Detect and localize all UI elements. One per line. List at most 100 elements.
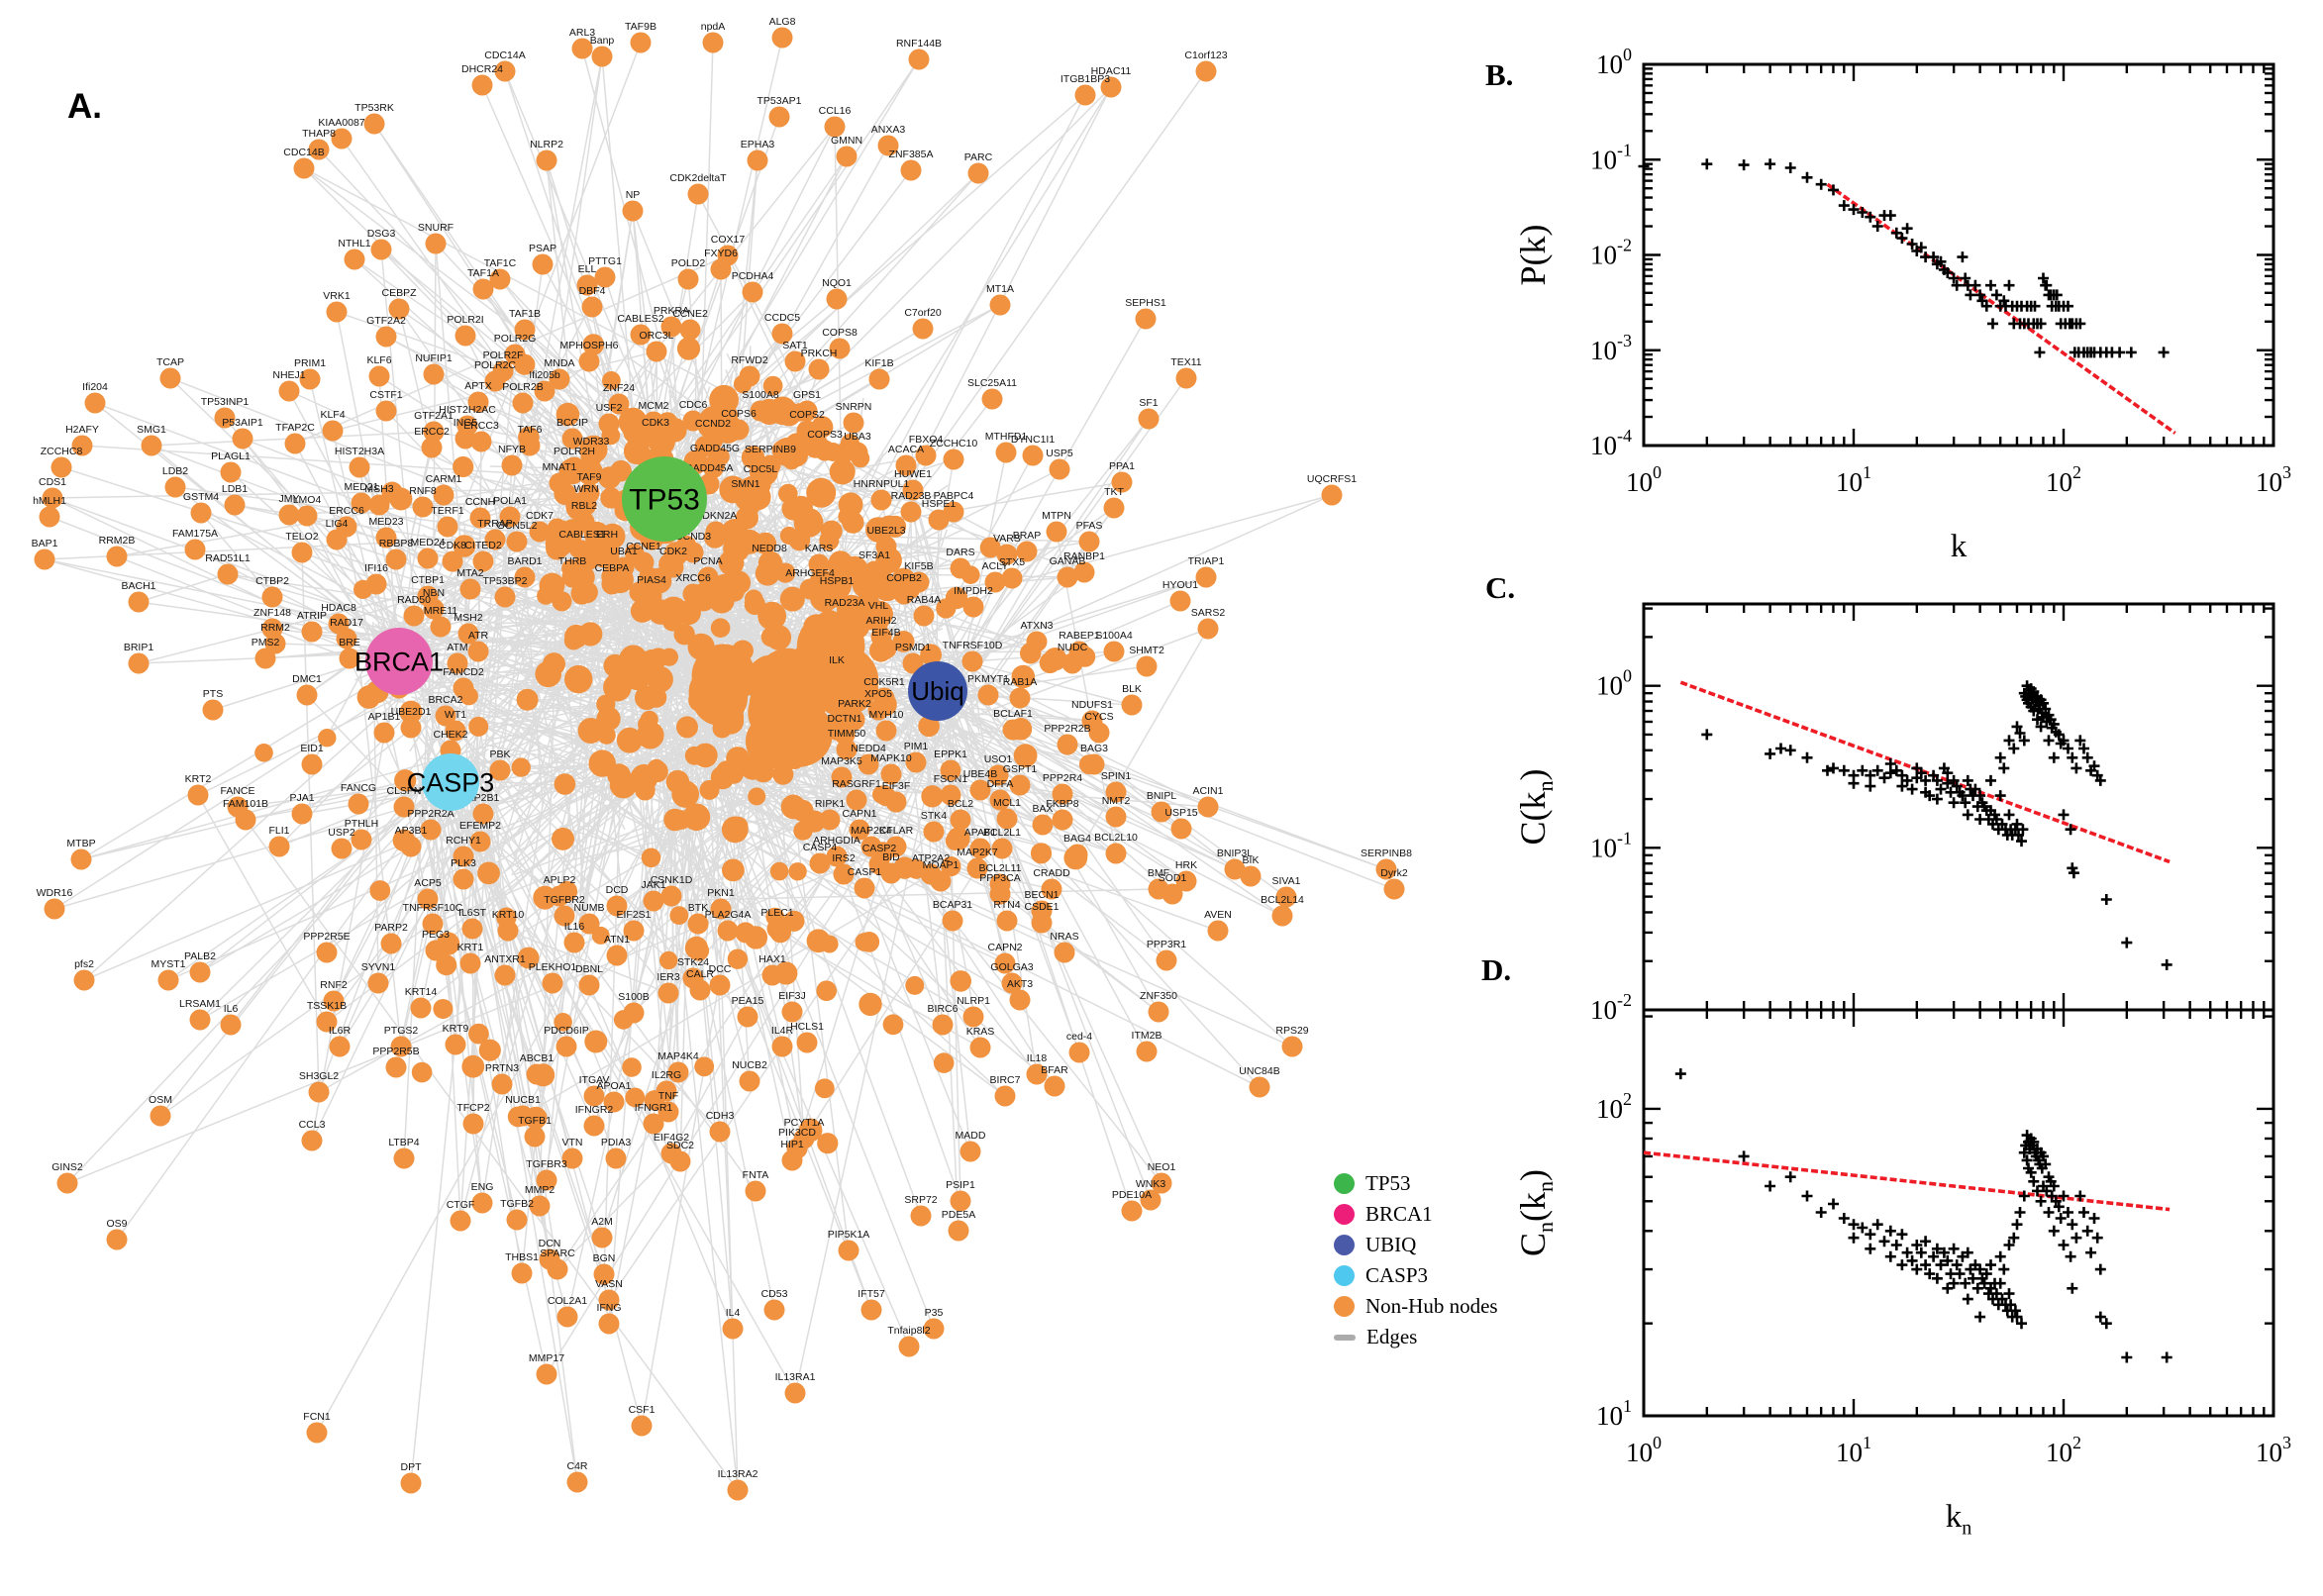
network-node-label: CCDC5 xyxy=(764,312,800,324)
network-node-label: CAPN2 xyxy=(987,942,1022,953)
network-node-label: RABEP1 xyxy=(1059,630,1100,642)
network-node xyxy=(506,531,528,552)
network-node-label: CDC6 xyxy=(679,399,708,411)
network-node-label: BCAP31 xyxy=(933,899,972,911)
network-node-label: BRE xyxy=(339,637,360,648)
network-node-label: MTBP xyxy=(66,838,95,849)
network-node-label: MTHFD1 xyxy=(985,431,1028,443)
network-node xyxy=(601,573,623,595)
network-node-label: MAP2K4 xyxy=(851,825,892,837)
network-node xyxy=(849,819,870,841)
network-node xyxy=(365,573,387,595)
network-node xyxy=(689,979,711,1001)
network-node-label: TAF1C xyxy=(484,257,517,269)
network-node xyxy=(768,106,790,128)
legend-item-brca1: BRCA1 xyxy=(1334,1199,1498,1230)
network-node xyxy=(71,435,93,456)
network-node xyxy=(1135,308,1157,330)
network-node-label: POLR2I xyxy=(447,314,483,326)
network-node xyxy=(1321,484,1343,506)
network-node-label: XRCC6 xyxy=(675,572,711,584)
network-node xyxy=(826,586,848,608)
network-node xyxy=(593,1263,615,1285)
network-node-label: FXYD6 xyxy=(704,248,738,259)
network-node xyxy=(660,885,682,907)
network-node xyxy=(578,913,600,935)
network-node-label: PRTN3 xyxy=(485,1062,519,1074)
legend-edge-swatch xyxy=(1334,1334,1356,1341)
network-node-label: POLD2 xyxy=(671,257,706,269)
network-node xyxy=(561,1147,583,1169)
network-node-label: PSAP xyxy=(529,243,556,254)
network-node xyxy=(727,1479,749,1501)
network-node-label: VRK1 xyxy=(323,290,351,302)
network-node-label: THBS1 xyxy=(505,1251,539,1263)
network-node-label: NRAS xyxy=(1050,931,1078,943)
legend-dot-swatch xyxy=(1334,1173,1355,1194)
network-node xyxy=(989,294,1011,316)
network-node-label: RAD51L1 xyxy=(205,552,251,564)
network-node-label: PPA1 xyxy=(1109,460,1135,472)
network-node-label: CTGF xyxy=(447,1199,475,1211)
legend-item-edges: Edges xyxy=(1334,1322,1498,1352)
network-node-label: FBXO4 xyxy=(909,434,944,446)
network-node xyxy=(375,326,397,348)
network-node xyxy=(799,578,821,600)
network-node xyxy=(184,539,206,560)
network-node xyxy=(224,494,246,516)
network-node xyxy=(373,722,395,744)
network-node xyxy=(838,1240,859,1261)
network-node-label: TP53BP2 xyxy=(483,575,528,587)
network-node-label: MT1A xyxy=(986,283,1014,295)
network-node-label: KARS xyxy=(805,543,834,554)
network-node-label: FANCG xyxy=(341,782,376,794)
network-node xyxy=(580,447,602,468)
network-node xyxy=(467,391,489,413)
network-node xyxy=(1138,408,1160,430)
network-node-label: CCNE1 xyxy=(626,541,661,552)
legend-item-non-hub-nodes: Non-Hub nodes xyxy=(1334,1291,1498,1322)
network-node xyxy=(994,1085,1016,1107)
network-node-label: COPB2 xyxy=(886,572,922,584)
network-node xyxy=(536,1363,557,1385)
network-node xyxy=(819,809,841,831)
network-node-label: LMO4 xyxy=(293,494,322,506)
network-node xyxy=(717,920,739,942)
network-node-label: hMLH1 xyxy=(33,495,66,507)
network-node xyxy=(728,419,750,441)
network-node-label: HDAC8 xyxy=(321,602,356,614)
network-node xyxy=(781,1149,803,1171)
network-node xyxy=(1275,886,1297,908)
network-node-label: APTX xyxy=(464,380,491,392)
network-node-label: TAF1B xyxy=(509,308,541,320)
network-node-label: PARC xyxy=(964,151,993,163)
network-node-label: DYNC1I1 xyxy=(1011,434,1056,446)
network-node xyxy=(571,540,593,561)
network-node xyxy=(554,905,575,927)
network-node xyxy=(425,940,447,961)
network-node-label: TERF1 xyxy=(431,505,463,517)
legend-item-tp53: TP53 xyxy=(1334,1168,1498,1199)
network-node-label: npdA xyxy=(701,21,726,33)
network-node-label: BFAR xyxy=(1041,1064,1068,1076)
network-node xyxy=(682,410,704,432)
network-node xyxy=(836,739,858,760)
network-node xyxy=(1162,883,1183,905)
network-node-label: PIM1 xyxy=(904,741,929,752)
network-node xyxy=(1026,1063,1048,1085)
network-node xyxy=(1066,844,1088,865)
network-node xyxy=(1136,1041,1158,1062)
network-node xyxy=(308,1081,330,1103)
network-node xyxy=(1169,590,1191,612)
network-node-label: BECN1 xyxy=(1024,889,1059,901)
network-node-label: DSG3 xyxy=(367,228,396,240)
network-node-label: GSPT1 xyxy=(1003,763,1038,775)
network-node xyxy=(863,560,885,582)
network-node xyxy=(682,542,704,563)
network-node-label: RIPK1 xyxy=(815,798,846,810)
network-node xyxy=(966,857,988,879)
network-node xyxy=(1061,652,1083,674)
network-node-label: MAP3K5 xyxy=(821,755,862,767)
